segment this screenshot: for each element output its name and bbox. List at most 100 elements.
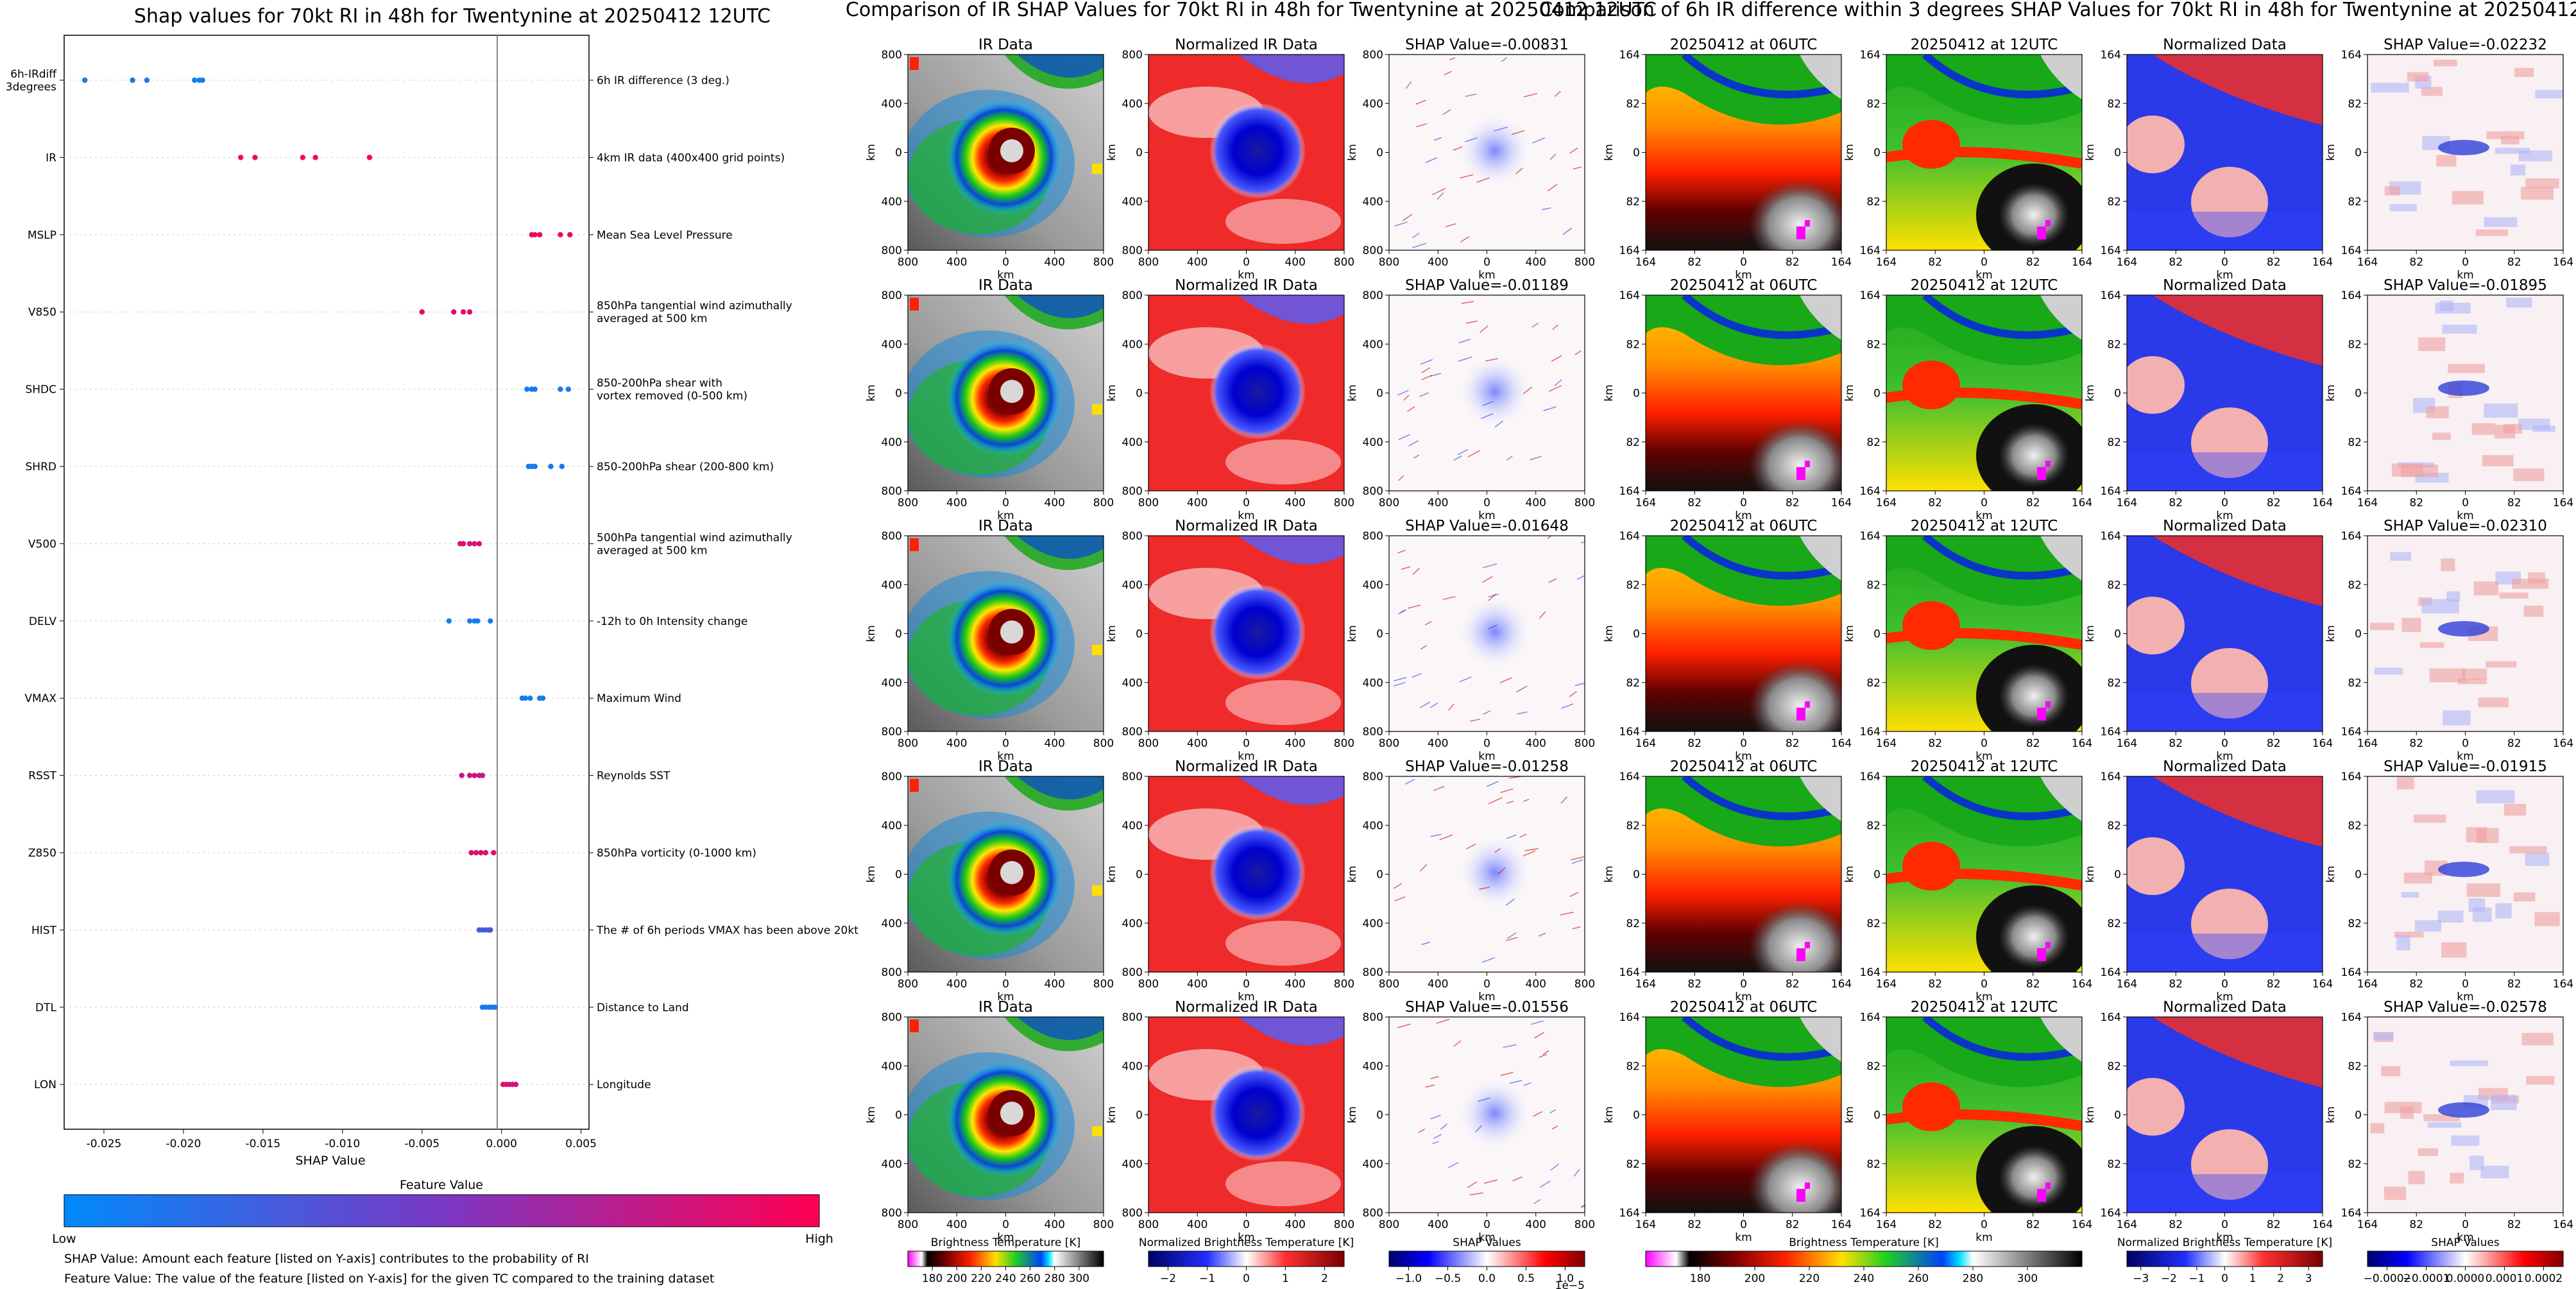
x-tick-label: 0 bbox=[2462, 497, 2469, 509]
ir-data-title: IR Data bbox=[978, 758, 1033, 775]
y-tick-label: 82 bbox=[2107, 1060, 2121, 1073]
y-tick-label: 0 bbox=[1873, 869, 1881, 882]
y-tick-label: 400 bbox=[882, 436, 902, 449]
y-tick-label: 164 bbox=[1619, 49, 1640, 62]
colorbar-strip bbox=[1388, 1251, 1585, 1267]
y-tick-label: 82 bbox=[2107, 436, 2121, 449]
x-tick-label: 164 bbox=[2072, 497, 2092, 509]
image-row: IR Data80080040040000400400800800kmkmNor… bbox=[865, 999, 2573, 1244]
x-tick-label: 164 bbox=[2117, 978, 2137, 991]
x-axis-label: km bbox=[2457, 991, 2473, 1003]
feature-code-label: 6h-IRdiff bbox=[10, 68, 57, 81]
y-tick-label: 164 bbox=[2341, 485, 2362, 498]
y-tick-label: 400 bbox=[1363, 436, 1383, 449]
y-tick-label: 0 bbox=[2355, 1109, 2362, 1122]
x-axis-label: km bbox=[2457, 1231, 2473, 1244]
x-tick-label: 0 bbox=[1981, 978, 1988, 991]
y-tick-label: 164 bbox=[1860, 771, 1881, 783]
y-tick-label: 400 bbox=[1122, 98, 1143, 110]
colorbar-tick-label: 3 bbox=[2305, 1272, 2312, 1285]
x-tick-label: 82 bbox=[2409, 978, 2423, 991]
x-tick-label: 0 bbox=[1981, 737, 1988, 750]
x-axis-label: km bbox=[2216, 991, 2233, 1003]
shap-point bbox=[466, 618, 473, 624]
x-tick-label: 0 bbox=[1981, 1218, 1988, 1231]
x-tick-label: -0.025 bbox=[87, 1138, 122, 1150]
diff-normalized-title: Normalized Data bbox=[2163, 37, 2287, 53]
x-axis-label: km bbox=[997, 1231, 1014, 1244]
y-tick-label: 800 bbox=[882, 49, 902, 62]
y-tick-label: 800 bbox=[1363, 966, 1383, 979]
colorbar-tick-label: −2 bbox=[1160, 1272, 1176, 1285]
feature-value-colorbar-title: Feature Value bbox=[400, 1178, 483, 1192]
y-tick-label: 164 bbox=[1619, 966, 1640, 979]
x-axis-label: km bbox=[1735, 509, 1752, 522]
x-tick-label: 164 bbox=[2072, 978, 2092, 991]
y-tick-label: 82 bbox=[2107, 677, 2121, 690]
normalized-ir-image bbox=[1148, 536, 1344, 731]
shap-point bbox=[478, 849, 484, 856]
x-tick-label: 164 bbox=[1876, 978, 1897, 991]
y-tick-label: 800 bbox=[1122, 289, 1143, 302]
shap-point bbox=[473, 849, 479, 856]
colorbar: SHAP Values −1.0 −0.5 0.0 0.5 1.01e−5 bbox=[1388, 1236, 1585, 1289]
x-axis-label: km bbox=[997, 269, 1014, 282]
colorbar-tick-label: 200 bbox=[946, 1272, 967, 1285]
x-tick-label: 800 bbox=[1093, 978, 1114, 991]
colorbar-label: Normalized Brightness Temperature [K] bbox=[2117, 1236, 2332, 1249]
diff-shap-title: SHAP Value=-0.02578 bbox=[2384, 999, 2547, 1016]
x-axis-label: km bbox=[1735, 750, 1752, 763]
y-axis-label: km bbox=[1603, 866, 1616, 882]
y-axis-label: km bbox=[2324, 625, 2337, 642]
x-tick-label: 400 bbox=[1526, 497, 1546, 509]
ir-image bbox=[908, 55, 1104, 250]
shap-point bbox=[532, 232, 538, 237]
x-tick-label: 0 bbox=[1483, 1218, 1490, 1231]
ir-difference-image bbox=[1886, 295, 2082, 491]
x-tick-label: 0 bbox=[2462, 978, 2469, 991]
shap-point bbox=[466, 541, 473, 547]
x-tick-label: 400 bbox=[1285, 497, 1306, 509]
y-tick-label: 0 bbox=[1136, 388, 1143, 400]
feature-code-label: HIST bbox=[31, 924, 57, 937]
x-tick-label: 82 bbox=[2026, 737, 2040, 750]
x-tick-label: 82 bbox=[1786, 1218, 1800, 1231]
x-axis-label: km bbox=[1735, 1231, 1752, 1244]
y-tick-label: 400 bbox=[882, 1158, 902, 1171]
y-tick-label: 800 bbox=[1363, 485, 1383, 498]
diff-12utc-title: 20250412 at 12UTC bbox=[1911, 999, 2058, 1016]
y-tick-label: 82 bbox=[2348, 98, 2362, 110]
colorbar-label: SHAP Values bbox=[2431, 1236, 2500, 1249]
y-tick-label: 0 bbox=[1633, 628, 1640, 641]
colorbar-tick-label: 220 bbox=[971, 1272, 991, 1285]
x-tick-label: 800 bbox=[1574, 256, 1595, 269]
y-tick-label: 164 bbox=[1860, 244, 1881, 257]
y-tick-label: 82 bbox=[1866, 579, 1881, 592]
y-tick-label: 400 bbox=[1363, 98, 1383, 110]
x-axis-label: km bbox=[1478, 991, 1495, 1003]
shap-point bbox=[513, 1082, 519, 1088]
y-tick-label: 164 bbox=[1860, 966, 1881, 979]
y-tick-label: 0 bbox=[1873, 1109, 1881, 1122]
y-tick-label: 164 bbox=[1619, 726, 1640, 738]
y-tick-label: 0 bbox=[895, 869, 902, 882]
colorbar-tick-label: 0.0000 bbox=[2446, 1272, 2484, 1285]
x-axis-label: km bbox=[1975, 1231, 1992, 1244]
normalized-ir-image bbox=[1148, 55, 1344, 250]
shap-point bbox=[472, 541, 477, 547]
y-tick-label: 400 bbox=[1122, 677, 1143, 690]
ir-data-title: IR Data bbox=[978, 277, 1033, 294]
y-tick-label: 82 bbox=[1866, 1060, 1881, 1073]
colorbar-tick-label: 1.0 bbox=[1557, 1272, 1574, 1285]
y-tick-label: 164 bbox=[1619, 1207, 1640, 1220]
y-tick-label: 164 bbox=[1619, 289, 1640, 302]
y-tick-label: 82 bbox=[2348, 819, 2362, 832]
shap-point bbox=[567, 232, 573, 237]
feature-code-label: DELV bbox=[29, 615, 56, 628]
ir-shap-title: SHAP Value=-0.00831 bbox=[1405, 37, 1569, 53]
y-tick-label: 800 bbox=[1122, 244, 1143, 257]
x-tick-label: 82 bbox=[2169, 497, 2183, 509]
shap-point bbox=[300, 155, 306, 160]
x-tick-label: 400 bbox=[1526, 978, 1546, 991]
x-tick-label: 400 bbox=[1428, 978, 1448, 991]
